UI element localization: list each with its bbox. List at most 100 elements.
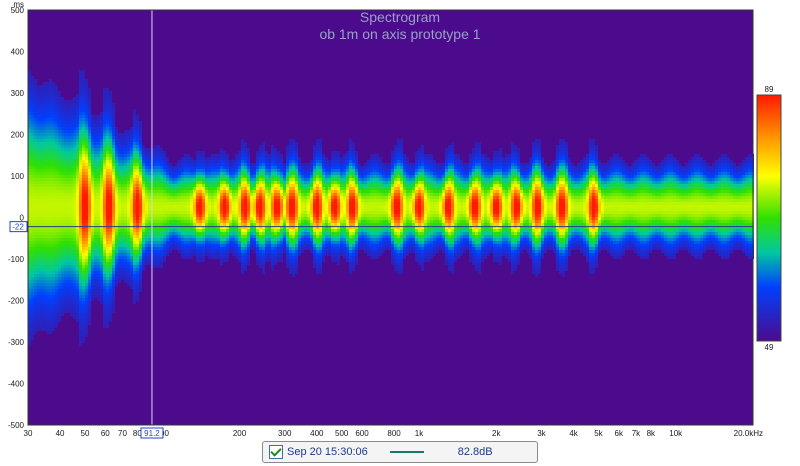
heatmap-cell (160, 217, 163, 220)
heatmap-cell (271, 163, 274, 166)
heatmap-cell (316, 256, 319, 259)
heatmap-cell (64, 118, 67, 121)
heatmap-cell (64, 157, 67, 160)
heatmap-cell (211, 229, 214, 232)
heatmap-cell (154, 154, 157, 157)
heatmap-cell (232, 211, 235, 214)
heatmap-cell (37, 181, 40, 184)
heatmap-cell (82, 124, 85, 127)
heatmap-cell (115, 187, 118, 190)
heatmap-cell (181, 256, 184, 259)
heatmap-cell (139, 178, 142, 181)
heatmap-cell (247, 241, 250, 244)
heatmap-cell (106, 202, 109, 205)
heatmap-cell (79, 316, 82, 319)
heatmap-cell (244, 145, 247, 148)
heatmap-cell (151, 205, 154, 208)
heatmap-cell (184, 226, 187, 229)
heatmap-cell (37, 106, 40, 109)
heatmap-cell (133, 283, 136, 286)
heatmap-cell (211, 169, 214, 172)
heatmap-cell (154, 163, 157, 166)
heatmap-cell (283, 211, 286, 214)
heatmap-cell (253, 202, 256, 205)
heatmap-cell (247, 151, 250, 154)
heatmap-cell (220, 220, 223, 223)
heatmap-cell (247, 184, 250, 187)
heatmap-cell (271, 187, 274, 190)
heatmap-cell (196, 235, 199, 238)
heatmap-cell (166, 235, 169, 238)
heatmap-cell (319, 235, 322, 238)
heatmap-cell (91, 148, 94, 151)
heatmap-cell (79, 250, 82, 253)
heatmap-cell (64, 235, 67, 238)
heatmap-cell (58, 91, 61, 94)
heatmap-cell (169, 205, 172, 208)
heatmap-cell (37, 136, 40, 139)
heatmap-cell (280, 190, 283, 193)
heatmap-cell (274, 256, 277, 259)
heatmap-cell (85, 190, 88, 193)
heatmap-cell (115, 181, 118, 184)
heatmap-cell (196, 244, 199, 247)
heatmap-cell (145, 229, 148, 232)
heatmap-cell (175, 211, 178, 214)
heatmap-cell (109, 205, 112, 208)
heatmap-cell (175, 217, 178, 220)
heatmap-cell (169, 184, 172, 187)
heatmap-cell (127, 277, 130, 280)
heatmap-cell (85, 178, 88, 181)
heatmap-cell (130, 154, 133, 157)
heatmap-cell (262, 148, 265, 151)
heatmap-cell (313, 145, 316, 148)
heatmap-cell (124, 235, 127, 238)
heatmap-cell (79, 241, 82, 244)
heatmap-cell (259, 211, 262, 214)
heatmap-cell (100, 112, 103, 115)
heatmap-cell (322, 193, 325, 196)
heatmap-cell (226, 160, 229, 163)
heatmap-cell (94, 166, 97, 169)
heatmap-cell (214, 166, 217, 169)
heatmap-cell (268, 184, 271, 187)
heatmap-cell (121, 223, 124, 226)
heatmap-cell (52, 226, 55, 229)
heatmap-cell (310, 229, 313, 232)
heatmap-cell (40, 295, 43, 298)
plot-area[interactable] (27, 9, 754, 426)
heatmap-cell (70, 187, 73, 190)
heatmap-cell (31, 271, 34, 274)
heatmap-cell (79, 298, 82, 301)
heatmap-cell (289, 259, 292, 262)
heatmap-cell (88, 298, 91, 301)
heatmap-cell (247, 193, 250, 196)
heatmap-cell (322, 202, 325, 205)
heatmap-cell (61, 313, 64, 316)
heatmap-cell (67, 250, 70, 253)
heatmap-cell (295, 193, 298, 196)
heatmap-cell (109, 280, 112, 283)
heatmap-cell (256, 211, 259, 214)
heatmap-cell (43, 235, 46, 238)
heatmap-cell (253, 187, 256, 190)
heatmap-cell (73, 277, 76, 280)
heatmap-cell (172, 244, 175, 247)
heatmap-cell (316, 211, 319, 214)
heatmap-cell (262, 220, 265, 223)
heatmap-cell (292, 256, 295, 259)
heatmap-cell (112, 280, 115, 283)
heatmap-cell (85, 286, 88, 289)
heatmap-cell (289, 145, 292, 148)
heatmap-cell (151, 190, 154, 193)
heatmap-cell (208, 199, 211, 202)
heatmap-cell (205, 232, 208, 235)
heatmap-cell (184, 178, 187, 181)
heatmap-cell (184, 232, 187, 235)
heatmap-cell (31, 169, 34, 172)
heatmap-cell (28, 121, 31, 124)
heatmap-cell (151, 229, 154, 232)
heatmap-cell (184, 199, 187, 202)
heatmap-cell (94, 259, 97, 262)
heatmap-cell (178, 175, 181, 178)
